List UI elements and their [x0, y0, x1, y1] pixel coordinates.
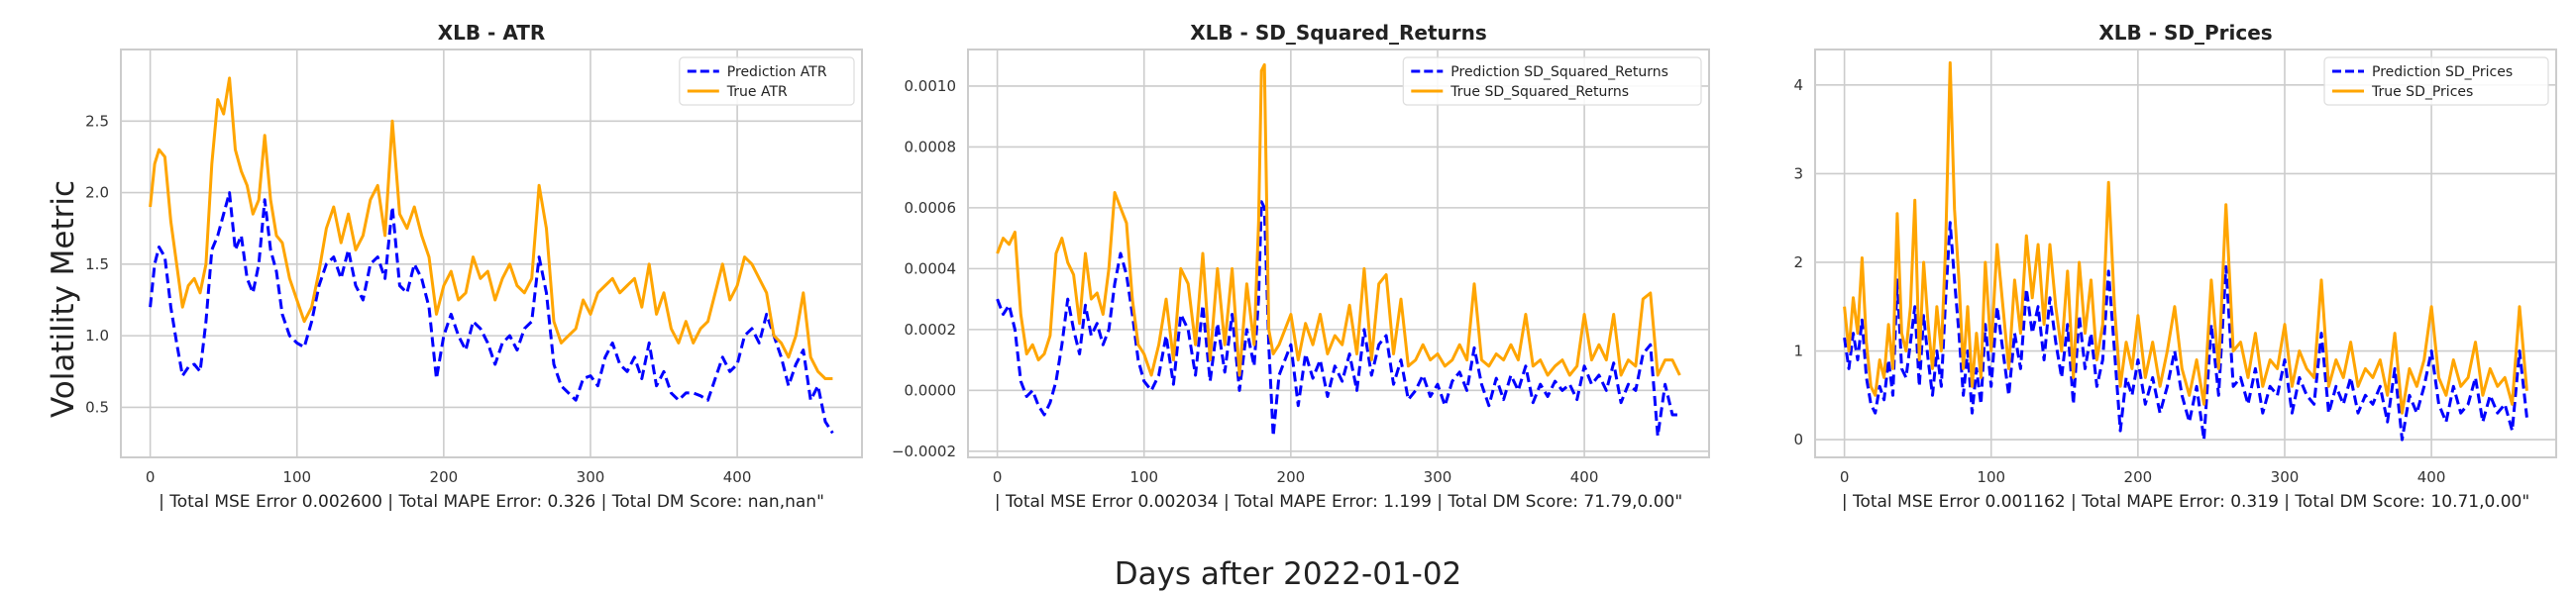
- series-line-prediction: [149, 191, 834, 435]
- x-tick-label: 100: [282, 468, 311, 486]
- x-tick-label: 200: [1277, 468, 1306, 486]
- y-tick-label: 0.0002: [905, 321, 957, 339]
- x-tick-label: 200: [430, 468, 459, 486]
- x-tick-label: 400: [2417, 468, 2446, 486]
- y-tick-label: 2.5: [85, 112, 109, 130]
- series-line-true: [149, 76, 833, 380]
- x-tick-label: 400: [1570, 468, 1599, 486]
- legend-label: Prediction SD_Squared_Returns: [1450, 64, 1668, 80]
- figure-xlabel: Days after 2022-01-02: [1115, 556, 1462, 592]
- subplot-1: 0 100 200 300 400 0.5 1.0 1.5 2.0 2.5 XLB - ATR | T…: [85, 21, 863, 512]
- x-tick-label: 300: [2271, 468, 2300, 486]
- subplot-3: 0 100 200 300 400 0 1 2 3 4 XLB - SD_Prices | Total…: [1793, 21, 2557, 512]
- y-tick-label: 0.0010: [905, 77, 957, 95]
- plot-area: [1815, 50, 2556, 457]
- y-tick-label: 1.5: [85, 255, 109, 273]
- plot-frame: [1814, 49, 2557, 458]
- legend: Prediction SD_Prices True SD_Prices: [2323, 56, 2549, 106]
- y-tick-label: 1: [1793, 343, 1803, 360]
- legend-label: True SD_Prices: [2371, 84, 2473, 100]
- x-tick-label: 100: [1977, 468, 2005, 486]
- series-line-prediction: [1843, 221, 2528, 442]
- y-tick-label: 0.0004: [905, 259, 957, 277]
- plot-frame: [120, 49, 863, 458]
- subplot-title: XLB - ATR: [438, 21, 546, 45]
- plot-frame: [967, 49, 1710, 458]
- legend-box: [1402, 56, 1702, 106]
- y-tick-label: 2: [1793, 253, 1803, 271]
- legend-label: True ATR: [726, 84, 788, 100]
- x-tick-label: 100: [1129, 468, 1158, 486]
- subplot-title: XLB - SD_Prices: [2098, 21, 2272, 45]
- y-tick-label: 2.0: [85, 184, 109, 202]
- legend-label: Prediction ATR: [727, 64, 827, 80]
- y-tick-label: 0.0006: [905, 199, 957, 217]
- y-tick-label: 0.0000: [905, 381, 957, 399]
- x-tick-label: 0: [146, 468, 156, 486]
- y-tick-label: 4: [1793, 76, 1803, 94]
- x-tick-label: 200: [2124, 468, 2153, 486]
- y-tick-label: 0: [1793, 431, 1803, 448]
- y-tick-label: −0.0002: [892, 443, 956, 460]
- plot-area: [968, 50, 1709, 457]
- series-line-true: [996, 62, 1681, 377]
- legend-label: True SD_Squared_Returns: [1449, 84, 1629, 100]
- y-tick-label: 3: [1793, 164, 1803, 182]
- subplot-metrics-label: | Total MSE Error 0.002600 | Total MAPE …: [159, 492, 824, 512]
- series-line-prediction: [996, 200, 1680, 438]
- x-tick-label: 300: [577, 468, 605, 486]
- subplot-metrics-label: | Total MSE Error 0.001162 | Total MAPE …: [1842, 492, 2529, 512]
- legend: Prediction ATR True ATR: [679, 56, 855, 106]
- legend-box: [679, 56, 855, 106]
- figure-ylabel: Volatility Metric: [46, 180, 81, 418]
- y-tick-label: 0.5: [85, 398, 109, 416]
- x-tick-label: 300: [1424, 468, 1452, 486]
- x-tick-label: 400: [723, 468, 752, 486]
- subplot-2: 0 100 200 300 400 −0.0002 0.0000 0.0002 0.0004 0.…: [892, 21, 1710, 512]
- y-tick-label: 1.0: [85, 327, 109, 345]
- series-line-true: [1843, 60, 2528, 415]
- legend: Prediction SD_Squared_Returns True SD_Squ…: [1402, 56, 1702, 106]
- x-tick-label: 0: [1840, 468, 1850, 486]
- legend-label: Prediction SD_Prices: [2372, 64, 2513, 80]
- legend-box: [2323, 56, 2549, 106]
- x-tick-label: 0: [993, 468, 1003, 486]
- subplot-metrics-label: | Total MSE Error 0.002034 | Total MAPE …: [995, 492, 1682, 512]
- subplot-title: XLB - SD_Squared_Returns: [1190, 21, 1487, 45]
- y-tick-label: 0.0008: [905, 138, 957, 155]
